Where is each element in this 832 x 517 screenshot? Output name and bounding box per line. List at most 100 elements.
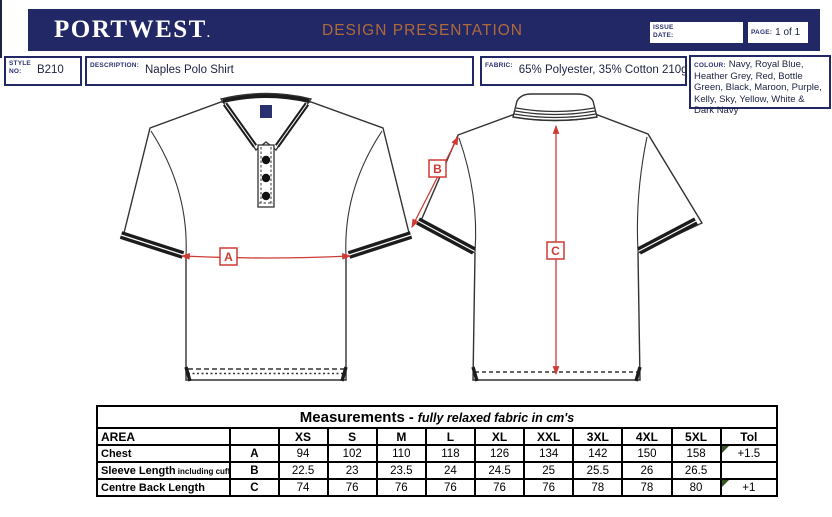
measure-back-length: C bbox=[546, 124, 565, 376]
col-header-M: M bbox=[375, 427, 427, 446]
col-header-3XL: 3XL bbox=[572, 427, 624, 446]
size-value-cell: 76 bbox=[473, 478, 526, 497]
area-note: including cuff bbox=[175, 466, 231, 476]
col-header-Tol: Tol bbox=[719, 427, 779, 446]
size-value-cell: 80 bbox=[670, 478, 722, 497]
col-header-4XL: 4XL bbox=[621, 427, 673, 446]
front-body-outline bbox=[122, 101, 411, 381]
size-value-cell: 158 bbox=[670, 444, 722, 463]
garment-technical-drawing: A bbox=[119, 92, 704, 382]
size-value-cell: 134 bbox=[523, 444, 575, 463]
size-header-row: AREA XS S M L XL XXL 3XL 4XL 5XL Tol bbox=[95, 427, 779, 446]
measurements-table: Measurements - fully relaxed fabric in c… bbox=[95, 405, 779, 497]
back-view: C B bbox=[411, 93, 704, 382]
size-value-cell: 76 bbox=[375, 478, 427, 497]
page-edge-artifact bbox=[0, 0, 2, 58]
col-header-XL: XL bbox=[473, 427, 526, 446]
colour-label: COLOUR: bbox=[694, 62, 726, 69]
fabric-box: FABRIC: 65% Polyester, 35% Cotton 210g bbox=[480, 56, 688, 86]
measure-c-label: C bbox=[551, 244, 560, 258]
size-value-cell: 25 bbox=[523, 461, 575, 480]
fabric-label: FABRIC: bbox=[485, 62, 513, 69]
size-value-cell: 74 bbox=[277, 478, 329, 497]
tolerance-cell: +1.5 bbox=[719, 444, 779, 463]
colour-box: COLOUR: Navy, Royal Blue, Heather Grey, R… bbox=[689, 55, 831, 116]
size-value-cell: 76 bbox=[523, 478, 575, 497]
page-number-box: PAGE: 1 of 1 bbox=[748, 22, 808, 43]
measure-chest: A bbox=[180, 247, 352, 266]
fabric-value: 65% Polyester, 35% Cotton 210g bbox=[518, 64, 688, 76]
button bbox=[261, 155, 271, 165]
size-value-cell: 78 bbox=[572, 478, 624, 497]
style-no-box: STYLE NO: B210 bbox=[4, 56, 82, 86]
back-collar bbox=[512, 93, 598, 122]
front-cuff-left bbox=[119, 231, 185, 259]
description-label: DESCRIPTION: bbox=[90, 62, 139, 69]
issue-date-label: ISSUE DATE: bbox=[653, 24, 674, 39]
area-cell: Chest bbox=[95, 444, 232, 463]
measurements-title-row: Measurements - fully relaxed fabric in c… bbox=[96, 405, 778, 429]
size-value-cell: 26 bbox=[621, 461, 673, 480]
area-cell: Sleeve Length including cuff bbox=[95, 461, 232, 480]
measure-b-label: B bbox=[433, 162, 442, 176]
document-title: DESIGN PRESENTATION bbox=[322, 22, 524, 39]
col-header-AREA: AREA bbox=[95, 427, 232, 446]
front-cuff-right bbox=[347, 231, 413, 259]
colour-value: Navy, Royal Blue, Heather Grey, Red, Bot… bbox=[694, 59, 822, 116]
neck-label bbox=[260, 105, 272, 118]
front-view: A bbox=[119, 92, 413, 382]
measure-code-cell: A bbox=[229, 444, 280, 463]
measure-code-cell: C bbox=[229, 478, 280, 497]
measurement-row: Sleeve Length including cuff B 22.5 23 23.5 2… bbox=[95, 461, 779, 480]
size-value-cell: 22.5 bbox=[277, 461, 329, 480]
description-box: DESCRIPTION: Naples Polo Shirt bbox=[85, 56, 474, 86]
button bbox=[261, 173, 271, 183]
area-label: Centre Back Length bbox=[101, 481, 205, 494]
size-value-cell: 76 bbox=[326, 478, 378, 497]
size-value-cell: 150 bbox=[621, 444, 673, 463]
col-header-S: S bbox=[326, 427, 378, 446]
measurements-subtitle: fully relaxed fabric in cm's bbox=[417, 410, 575, 425]
size-value-cell: 26.5 bbox=[670, 461, 722, 480]
measurements-title-sep: - bbox=[404, 409, 418, 426]
col-header-XXL: XXL bbox=[523, 427, 575, 446]
size-value-cell: 94 bbox=[277, 444, 329, 463]
style-no-label: STYLE NO: bbox=[9, 60, 31, 75]
portwest-logo: PORTWEST. bbox=[54, 16, 210, 43]
page-label: PAGE: bbox=[751, 28, 773, 36]
measurements-title: Measurements bbox=[299, 408, 405, 426]
back-cuff-right bbox=[637, 217, 698, 255]
size-value-cell: 24.5 bbox=[473, 461, 526, 480]
area-cell: Centre Back Length bbox=[95, 478, 232, 497]
size-value-cell: 23.5 bbox=[375, 461, 427, 480]
col-header-L: L bbox=[424, 427, 477, 446]
size-value-cell: 78 bbox=[621, 478, 673, 497]
col-header-5XL: 5XL bbox=[670, 427, 722, 446]
style-no-value: B210 bbox=[36, 64, 64, 76]
tolerance-cell: +1 bbox=[719, 478, 779, 497]
brand-mark: . bbox=[206, 26, 210, 40]
size-value-cell: 102 bbox=[326, 444, 378, 463]
size-value-cell: 25.5 bbox=[572, 461, 624, 480]
size-value-cell: 23 bbox=[326, 461, 378, 480]
measure-sleeve: B bbox=[411, 135, 459, 229]
size-value-cell: 126 bbox=[473, 444, 526, 463]
measurement-row: Chest A 94 102 110 118 126 134 142 150 158 +1.5 bbox=[95, 444, 779, 463]
col-header-XS: XS bbox=[277, 427, 329, 446]
size-value-cell: 110 bbox=[375, 444, 427, 463]
issue-date-box: ISSUE DATE: bbox=[650, 22, 743, 43]
measure-code-cell: B bbox=[229, 461, 280, 480]
size-value-cell: 118 bbox=[424, 444, 477, 463]
button bbox=[261, 191, 271, 201]
front-placket bbox=[257, 144, 275, 208]
size-value-cell: 24 bbox=[424, 461, 477, 480]
size-value-cell: 76 bbox=[424, 478, 477, 497]
size-value-cell: 142 bbox=[572, 444, 624, 463]
measurement-row: Centre Back Length C 74 76 76 76 76 76 78 78 80 +1 bbox=[95, 478, 779, 497]
area-label: Chest bbox=[101, 447, 132, 460]
top-banner: PORTWEST. DESIGN PRESENTATION ISSUE DATE:… bbox=[28, 9, 820, 51]
area-label: Sleeve Length bbox=[101, 464, 176, 477]
measure-a-label: A bbox=[224, 250, 233, 264]
front-collar bbox=[219, 92, 313, 152]
